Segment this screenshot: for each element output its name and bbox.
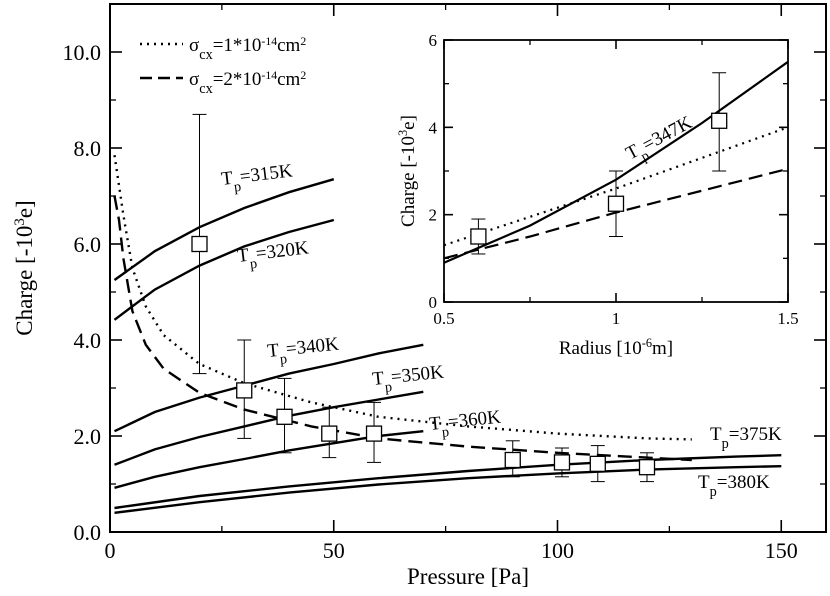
main-y-tick-label: 0.0 <box>74 520 102 545</box>
main-data-point <box>191 235 208 253</box>
main-data-point <box>276 408 293 425</box>
inset-x-axis-title: Radius [10-6m] <box>559 336 673 359</box>
main-series-line <box>113 218 335 321</box>
inset-x-tick-label: 0.5 <box>433 309 454 328</box>
main-x-tick-label: 0 <box>105 538 116 563</box>
main-y-tick-label: 6.0 <box>74 232 102 257</box>
main-data-point <box>504 451 521 469</box>
inset-series-line <box>443 126 789 247</box>
inset-x-tick-label: 1 <box>612 309 621 328</box>
main-data-point <box>321 425 338 442</box>
main-series-line <box>114 390 424 466</box>
inset-y-tick-label: 2 <box>429 206 438 225</box>
main-data-point <box>365 425 383 442</box>
inset-y-tick-label: 0 <box>429 293 438 312</box>
inset-data-point <box>470 228 487 245</box>
main-series-line <box>114 465 782 514</box>
inset-data-point <box>607 195 625 212</box>
main-x-tick-label: 50 <box>323 538 345 563</box>
main-series-line <box>113 195 692 462</box>
main-y-tick-label: 2.0 <box>74 424 102 449</box>
main-y-tick-label: 4.0 <box>74 328 102 353</box>
main-series-line <box>113 178 335 281</box>
main-x-axis-title: Pressure [Pa] <box>407 564 529 589</box>
main-series-line <box>113 343 424 433</box>
inset-x-tick-label: 1.5 <box>777 309 798 328</box>
main-data-point <box>236 382 253 399</box>
inset-y-tick-label: 6 <box>429 31 438 50</box>
main-y-axis-title: Charge [-103e] <box>12 200 37 335</box>
main-data-point <box>589 455 606 472</box>
main-data-point <box>553 454 571 471</box>
main-y-tick-label: 10.0 <box>63 40 102 65</box>
inset-y-tick-label: 4 <box>429 118 438 137</box>
main-data-point <box>638 459 656 476</box>
main-x-tick-label: 150 <box>765 538 798 563</box>
inset-y-axis-title: Charge [-103e] <box>396 115 419 227</box>
main-x-tick-label: 100 <box>541 538 574 563</box>
main-series-line <box>114 454 782 510</box>
main-y-tick-label: 8.0 <box>74 136 102 161</box>
inset-data-point <box>711 112 728 129</box>
